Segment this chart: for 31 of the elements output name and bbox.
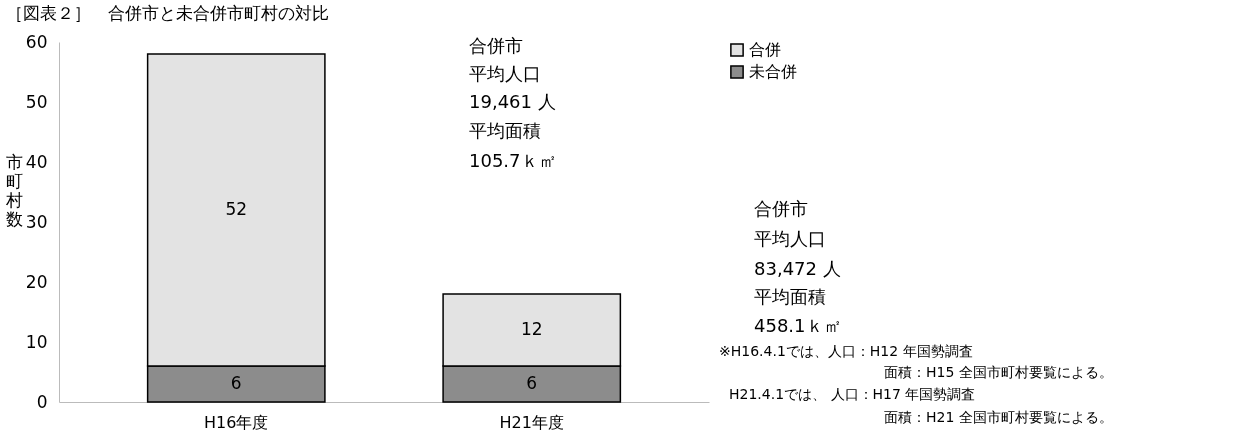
- text: H21.4.1では、 人口：H17 年国勢調査: [729, 386, 976, 402]
- text: 平均面積: [754, 286, 826, 307]
- text: 458.1ｋ㎡: [754, 315, 842, 336]
- y-axis-title: 市町村数: [5, 151, 23, 229]
- x-tick-label: H16年度: [204, 412, 269, 432]
- y-tick-label: 0: [36, 391, 48, 412]
- y-tick-label: 10: [25, 331, 48, 352]
- annotation: 合併市: [469, 35, 523, 56]
- text: 面積：H15 全国市町村要覧による。: [884, 364, 1113, 380]
- annotation: 平均人口: [469, 63, 541, 84]
- data-label: 6: [526, 373, 538, 393]
- annotation: 平均面積: [469, 120, 541, 141]
- annotation: 19,461 人: [469, 91, 556, 112]
- y-tick-label: 30: [25, 211, 48, 232]
- legend-label: 未合併: [749, 62, 797, 81]
- text: ※H16.4.1では、人口：H12 年国勢調査: [719, 343, 973, 359]
- chart-title: ［図表２］ 合併市と未合併市町村の対比: [5, 3, 329, 23]
- annotation: 105.7ｋ㎡: [469, 150, 557, 171]
- text: 83,472 人: [754, 258, 841, 279]
- y-tick-label: 40: [25, 151, 48, 172]
- text: 面積：H21 全国市町村要覧による。: [884, 409, 1113, 425]
- y-tick-label: 50: [25, 91, 48, 112]
- y-tick-label: 20: [25, 271, 48, 292]
- data-label: 6: [230, 373, 242, 393]
- y-tick-label: 60: [25, 31, 48, 52]
- text: 合併市: [754, 198, 808, 219]
- x-tick-label: H21年度: [499, 412, 564, 432]
- data-label: 12: [520, 319, 543, 339]
- text: 平均人口: [754, 228, 826, 249]
- data-label: 52: [225, 199, 248, 219]
- legend-label: 合併: [749, 40, 781, 59]
